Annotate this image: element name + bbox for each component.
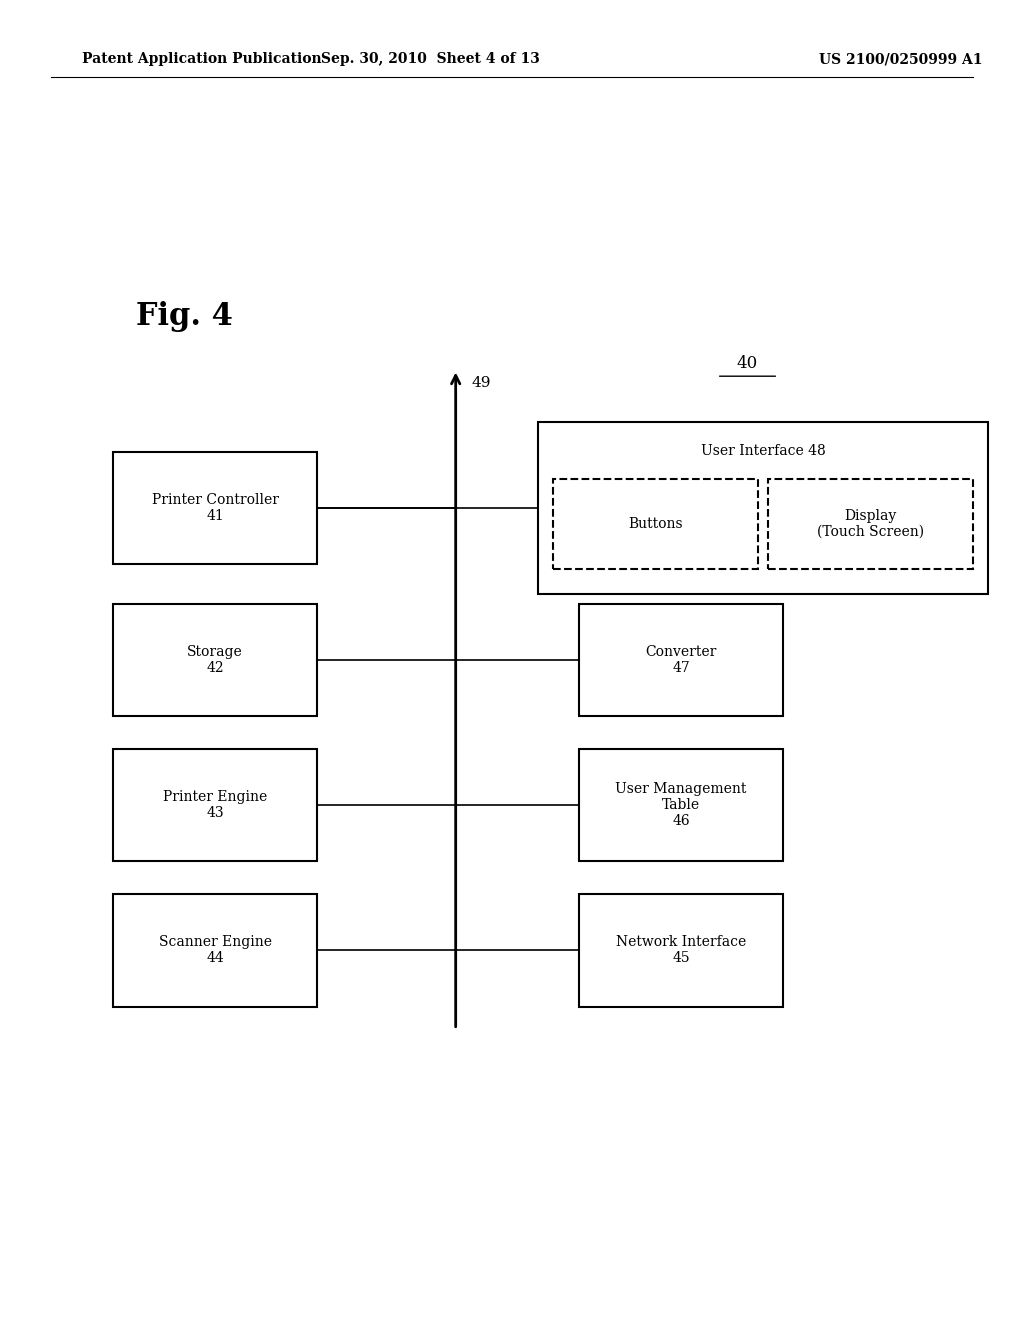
- Text: Sep. 30, 2010  Sheet 4 of 13: Sep. 30, 2010 Sheet 4 of 13: [321, 53, 540, 66]
- FancyBboxPatch shape: [113, 451, 317, 565]
- Text: Printer Engine
43: Printer Engine 43: [163, 791, 267, 820]
- Text: US 2100/0250999 A1: US 2100/0250999 A1: [819, 53, 983, 66]
- FancyBboxPatch shape: [113, 605, 317, 715]
- FancyBboxPatch shape: [768, 479, 973, 569]
- FancyBboxPatch shape: [553, 479, 758, 569]
- FancyBboxPatch shape: [113, 748, 317, 861]
- Text: 40: 40: [737, 355, 758, 371]
- Text: User Interface 48: User Interface 48: [700, 445, 825, 458]
- Text: Printer Controller
41: Printer Controller 41: [152, 494, 279, 523]
- Text: 49: 49: [471, 376, 490, 389]
- Text: Network Interface
45: Network Interface 45: [615, 936, 746, 965]
- FancyBboxPatch shape: [579, 748, 783, 861]
- Text: Fig. 4: Fig. 4: [136, 301, 232, 333]
- Text: Buttons: Buttons: [628, 517, 683, 531]
- Text: Scanner Engine
44: Scanner Engine 44: [159, 936, 271, 965]
- FancyBboxPatch shape: [579, 605, 783, 715]
- Text: Display
(Touch Screen): Display (Touch Screen): [817, 510, 924, 539]
- FancyBboxPatch shape: [579, 895, 783, 1006]
- Text: Converter
47: Converter 47: [645, 645, 717, 675]
- Text: Storage
42: Storage 42: [187, 645, 243, 675]
- Text: Patent Application Publication: Patent Application Publication: [82, 53, 322, 66]
- Text: User Management
Table
46: User Management Table 46: [615, 781, 746, 829]
- FancyBboxPatch shape: [113, 895, 317, 1006]
- FancyBboxPatch shape: [538, 422, 988, 594]
